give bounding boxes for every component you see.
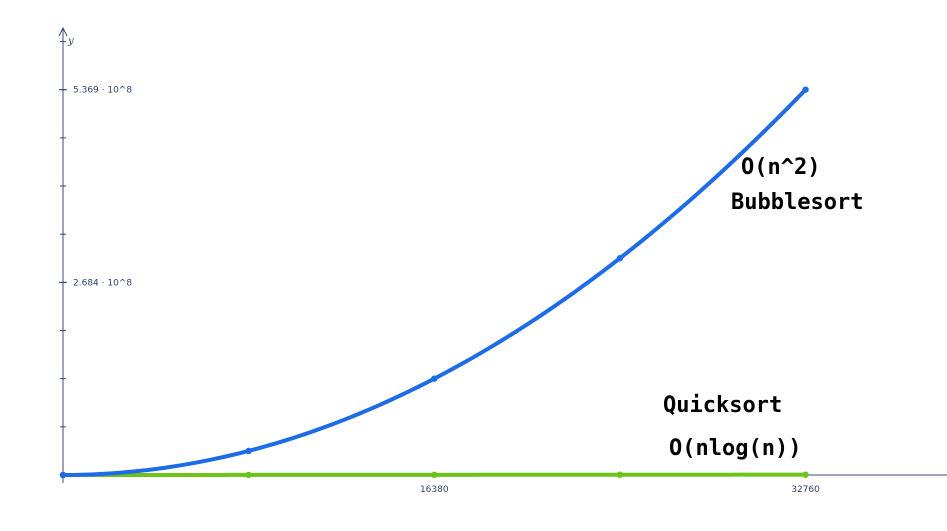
axes [58, 26, 947, 483]
y-axis-arrow-icon [58, 26, 68, 37]
data-point-quicksort [802, 471, 809, 478]
data-point-bubblesort [802, 86, 809, 93]
data-point-bubblesort [245, 447, 252, 455]
data-point-bubblesort [616, 255, 624, 262]
annotation-bubblesort: Bubblesort [731, 190, 863, 215]
x-tick-label: 16380 [420, 485, 449, 495]
x-tick-label: 32760 [791, 485, 820, 495]
y-tick-label: 2.684 · 10^8 [73, 278, 132, 288]
data-point-bubblesort [59, 471, 67, 479]
series-layer [59, 86, 809, 479]
data-point-quicksort [616, 471, 624, 478]
annotation-quick-complexity: O(nlog(n)) [669, 436, 801, 461]
data-point-bubblesort [431, 375, 438, 382]
annotation-quicksort: Quicksort [663, 393, 782, 418]
y-axis-label: y [67, 36, 74, 47]
data-point-quicksort [245, 471, 252, 479]
y-tick-label: 5.369 · 10^8 [73, 86, 132, 96]
ticks: 2.684 · 10^8 5.369 · 10^8 16380 32760 [59, 41, 820, 495]
data-point-quicksort [431, 471, 438, 479]
annotation-bubble-complexity: O(n^2) [741, 155, 820, 180]
